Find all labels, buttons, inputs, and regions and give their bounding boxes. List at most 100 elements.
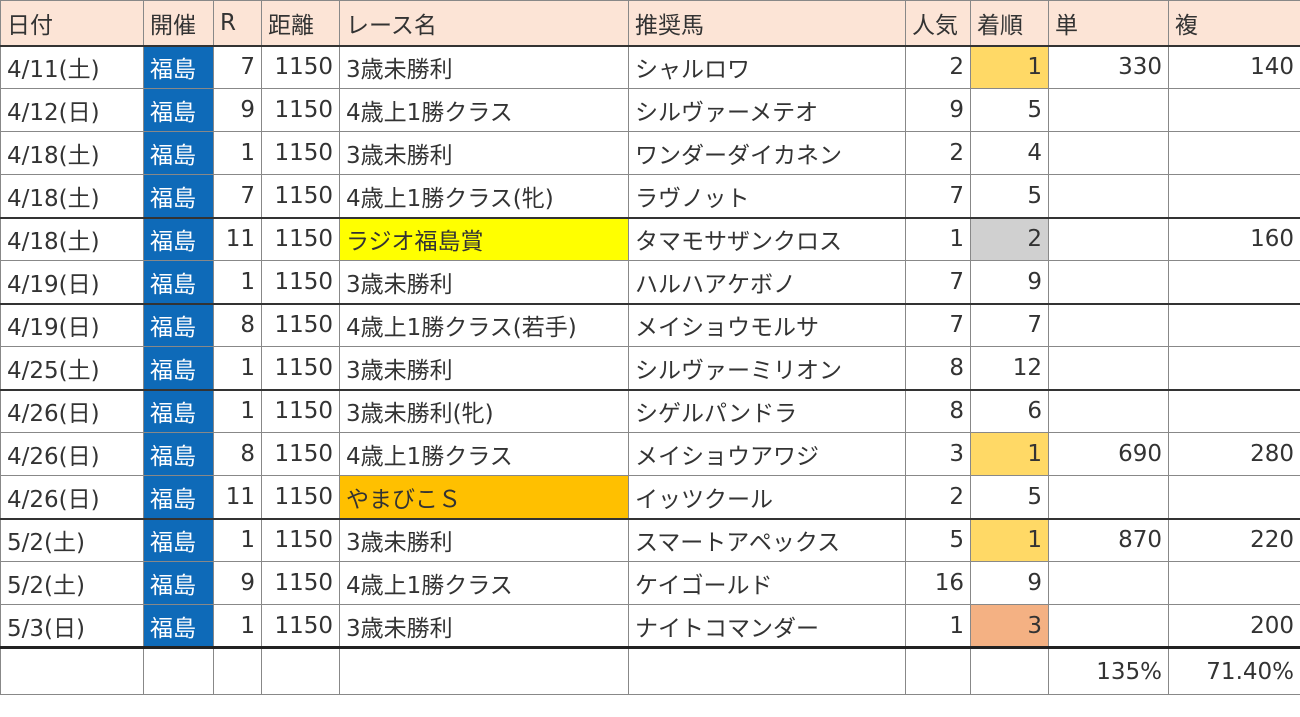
show-payout-cell: 160: [1168, 216, 1300, 261]
empty-cell: [970, 646, 1049, 695]
popularity-cell: 1: [905, 216, 971, 261]
place-cell: 5: [970, 88, 1049, 132]
empty-cell: [339, 646, 629, 695]
distance-cell: 1150: [261, 302, 340, 347]
popularity-cell: 7: [905, 174, 971, 218]
distance-cell: 1150: [261, 88, 340, 132]
show-payout-cell: [1168, 260, 1300, 304]
show-payout-cell: 200: [1168, 604, 1300, 648]
table-row: 4/18(土) 福島 1 1150 3歳未勝利 ワンダーダイカネン 2 4: [0, 131, 1300, 175]
totals-row: 135% 71.40%: [0, 646, 1300, 695]
popularity-cell: 3: [905, 432, 971, 476]
race-number-cell: 8: [213, 432, 262, 476]
table-row: 4/26(日) 福島 11 1150 やまびこＳ イッツクール 2 5: [0, 475, 1300, 519]
date-cell: 4/19(日): [0, 260, 144, 304]
col-header-win: 単: [1048, 0, 1169, 47]
race-name-cell: 4歳上1勝クラス: [339, 88, 629, 132]
place-cell: 7: [970, 302, 1049, 347]
race-number-cell: 1: [213, 260, 262, 304]
venue-cell: 福島: [143, 216, 214, 261]
win-payout-cell: 690: [1048, 432, 1169, 476]
date-cell: 5/2(土): [0, 517, 144, 562]
race-number-cell: 1: [213, 604, 262, 648]
show-payout-cell: [1168, 131, 1300, 175]
popularity-cell: 9: [905, 88, 971, 132]
race-name-cell: 3歳未勝利: [339, 131, 629, 175]
place-cell: 6: [970, 388, 1049, 433]
race-name-cell: やまびこＳ: [339, 475, 629, 519]
col-header-date: 日付: [0, 0, 144, 47]
popularity-cell: 5: [905, 517, 971, 562]
race-number-cell: 1: [213, 517, 262, 562]
horse-name-cell: メイショウアワジ: [628, 432, 906, 476]
col-header-popularity: 人気: [905, 0, 971, 47]
horse-name-cell: シルヴァーメテオ: [628, 88, 906, 132]
show-payout-cell: [1168, 302, 1300, 347]
distance-cell: 1150: [261, 346, 340, 390]
race-number-cell: 11: [213, 216, 262, 261]
race-number-cell: 9: [213, 88, 262, 132]
race-number-cell: 1: [213, 388, 262, 433]
race-number-cell: 9: [213, 561, 262, 605]
table-row: 4/26(日) 福島 1 1150 3歳未勝利(牝) シゲルパンドラ 8 6: [0, 388, 1300, 433]
popularity-cell: 8: [905, 388, 971, 433]
date-cell: 4/18(土): [0, 174, 144, 218]
race-number-cell: 1: [213, 346, 262, 390]
place-cell: 12: [970, 346, 1049, 390]
race-name-cell: 3歳未勝利(牝): [339, 388, 629, 433]
distance-cell: 1150: [261, 432, 340, 476]
table-row: 4/25(土) 福島 1 1150 3歳未勝利 シルヴァーミリオン 8 12: [0, 346, 1300, 390]
empty-cell: [0, 646, 144, 695]
show-payout-cell: 140: [1168, 45, 1300, 89]
horse-name-cell: メイショウモルサ: [628, 302, 906, 347]
venue-cell: 福島: [143, 517, 214, 562]
place-cell: 5: [970, 174, 1049, 218]
distance-cell: 1150: [261, 131, 340, 175]
distance-cell: 1150: [261, 604, 340, 648]
date-cell: 4/19(日): [0, 302, 144, 347]
col-header-distance: 距離: [261, 0, 340, 47]
empty-cell: [628, 646, 906, 695]
distance-cell: 1150: [261, 561, 340, 605]
popularity-cell: 2: [905, 45, 971, 89]
horse-name-cell: シゲルパンドラ: [628, 388, 906, 433]
venue-cell: 福島: [143, 432, 214, 476]
place-cell: 1: [970, 45, 1049, 89]
popularity-cell: 7: [905, 302, 971, 347]
venue-cell: 福島: [143, 561, 214, 605]
venue-cell: 福島: [143, 88, 214, 132]
table-row: 4/19(日) 福島 8 1150 4歳上1勝クラス(若手) メイショウモルサ 7 7: [0, 302, 1300, 347]
race-number-cell: 8: [213, 302, 262, 347]
header-row: 日付 開催 R 距離 レース名 推奨馬 人気 着順 単 複: [0, 0, 1300, 47]
popularity-cell: 2: [905, 475, 971, 519]
horse-name-cell: シルヴァーミリオン: [628, 346, 906, 390]
distance-cell: 1150: [261, 45, 340, 89]
table-row: 5/3(日) 福島 1 1150 3歳未勝利 ナイトコマンダー 1 3 200: [0, 604, 1300, 648]
empty-cell: [261, 646, 340, 695]
win-payout-cell: [1048, 388, 1169, 433]
distance-cell: 1150: [261, 216, 340, 261]
date-cell: 4/11(土): [0, 45, 144, 89]
show-payout-cell: [1168, 88, 1300, 132]
total-win-rate: 135%: [1048, 646, 1169, 695]
horse-name-cell: タマモサザンクロス: [628, 216, 906, 261]
table-row: 4/18(土) 福島 7 1150 4歳上1勝クラス(牝) ラヴノット 7 5: [0, 174, 1300, 218]
race-name-cell: ラジオ福島賞: [339, 216, 629, 261]
race-name-cell: 3歳未勝利: [339, 260, 629, 304]
show-payout-cell: 220: [1168, 517, 1300, 562]
venue-cell: 福島: [143, 604, 214, 648]
show-payout-cell: 280: [1168, 432, 1300, 476]
win-payout-cell: [1048, 216, 1169, 261]
show-payout-cell: [1168, 174, 1300, 218]
race-name-cell: 3歳未勝利: [339, 517, 629, 562]
show-payout-cell: [1168, 346, 1300, 390]
distance-cell: 1150: [261, 260, 340, 304]
col-header-show: 複: [1168, 0, 1300, 47]
popularity-cell: 8: [905, 346, 971, 390]
empty-cell: [143, 646, 214, 695]
show-payout-cell: [1168, 475, 1300, 519]
race-name-cell: 4歳上1勝クラス(牝): [339, 174, 629, 218]
place-cell: 2: [970, 216, 1049, 261]
horse-name-cell: ワンダーダイカネン: [628, 131, 906, 175]
race-name-cell: 4歳上1勝クラス(若手): [339, 302, 629, 347]
